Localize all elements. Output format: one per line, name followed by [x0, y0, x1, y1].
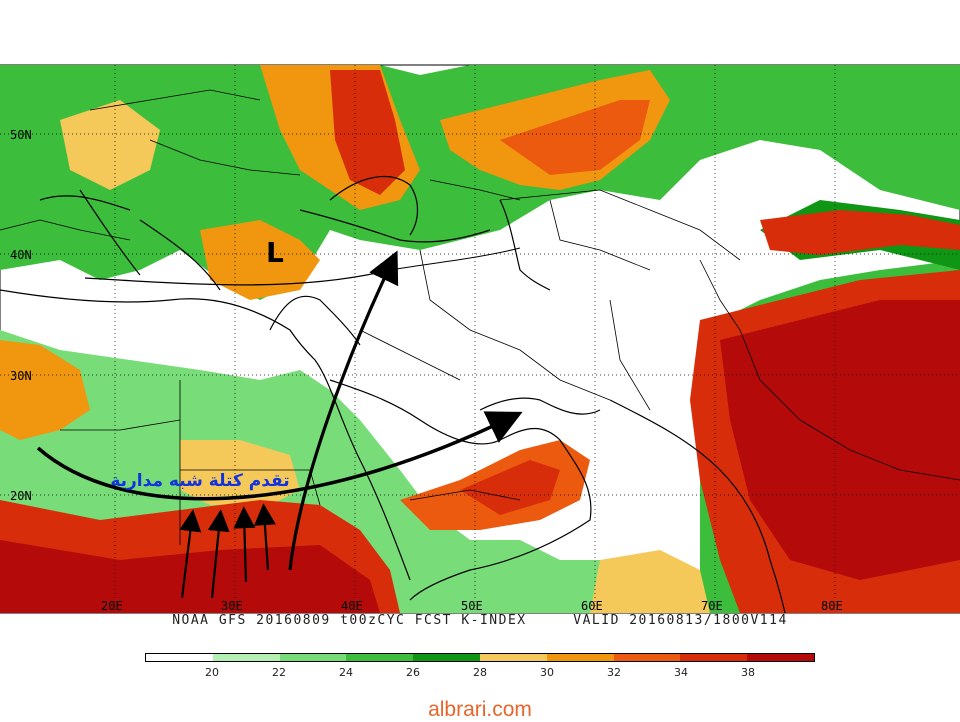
site-watermark: albrari.com	[428, 698, 532, 721]
lon-labels: 20E 30E 40E 50E 60E 70E 80E	[101, 599, 843, 613]
lon-label-20e: 20E	[101, 599, 123, 613]
legend-swatch	[613, 654, 681, 661]
legend-swatch	[413, 654, 480, 661]
lon-label-40e: 40E	[341, 599, 363, 613]
legend-swatch	[546, 654, 614, 661]
legend-label: 22	[272, 666, 286, 679]
legend-swatch	[747, 654, 814, 661]
legend-swatch	[346, 654, 414, 661]
lat-label-20n: 20N	[10, 489, 32, 503]
lon-label-60e: 60E	[581, 599, 603, 613]
legend-swatch	[212, 654, 280, 661]
map-caption: NOAA GFS 20160809 t00zCYC FCST K-INDEX V…	[0, 613, 960, 628]
color-legend	[145, 653, 815, 662]
caption-valid-time: VALID 20160813/1800V114	[573, 613, 788, 628]
arabic-annotation: تقدم كتلة شبه مدارية	[110, 471, 289, 491]
legend-label: 24	[339, 666, 353, 679]
lat-labels: 50N 40N 30N 20N	[10, 128, 32, 503]
lon-label-30e: 30E	[221, 599, 243, 613]
lat-label-30n: 30N	[10, 369, 32, 383]
low-pressure-label: L	[266, 236, 284, 269]
legend-swatch	[680, 654, 748, 661]
legend-labels: 20 22 24 26 28 30 32 34 38	[145, 666, 815, 680]
analysis-arrows	[36, 247, 523, 599]
lon-label-80e: 80E	[821, 599, 843, 613]
legend-label: 20	[205, 666, 219, 679]
k-index-field: L تقدم كتلة شبه مدارية 50N 40N 30N 20N 2…	[0, 65, 960, 613]
lon-label-50e: 50E	[461, 599, 483, 613]
legend-label: 32	[607, 666, 621, 679]
caption-model-run: NOAA GFS 20160809 t00zCYC FCST K-INDEX	[172, 613, 527, 628]
legend-label: 26	[406, 666, 420, 679]
lat-label-50n: 50N	[10, 128, 32, 142]
legend-swatch	[146, 654, 213, 661]
legend-label: 28	[473, 666, 487, 679]
legend-swatch	[479, 654, 547, 661]
legend-label: 38	[741, 666, 755, 679]
borders	[0, 89, 960, 545]
lat-label-40n: 40N	[10, 248, 32, 262]
coastlines	[0, 176, 786, 613]
legend-swatch	[279, 654, 347, 661]
legend-label: 34	[674, 666, 688, 679]
legend-label: 30	[540, 666, 554, 679]
lon-label-70e: 70E	[701, 599, 723, 613]
